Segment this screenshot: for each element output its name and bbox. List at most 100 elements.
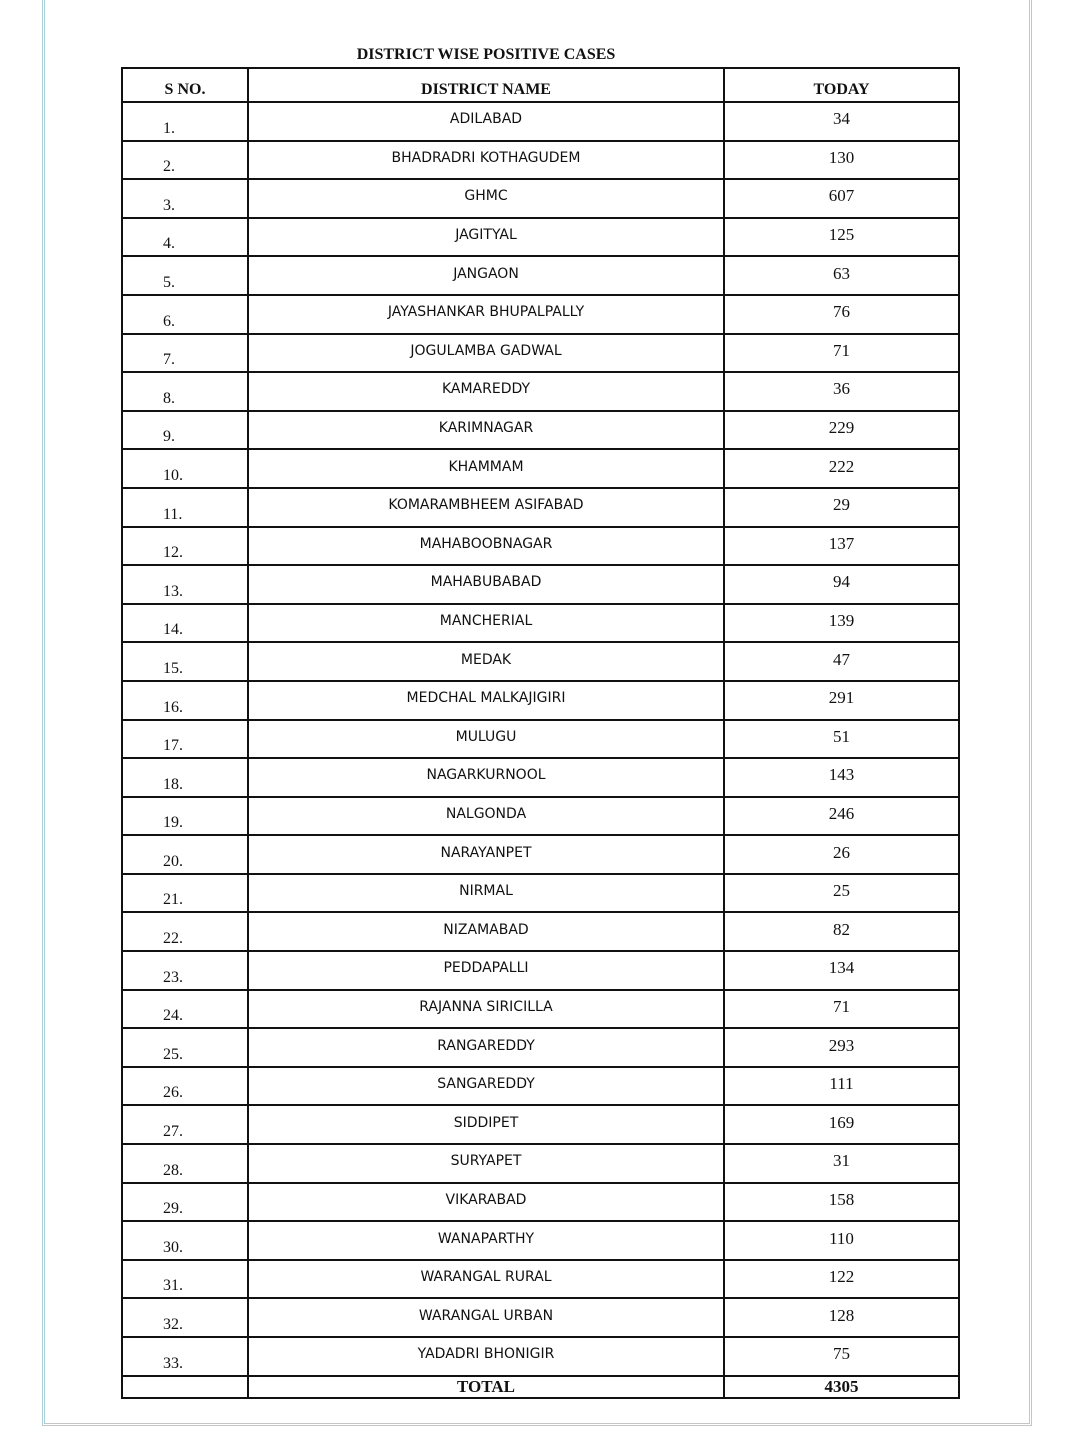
table-row: 29. VIKARABAD 158 (121, 1181, 960, 1223)
row-today: 246 (723, 795, 960, 837)
row-today: 222 (723, 448, 960, 489)
row-sno: 1. (121, 101, 249, 142)
row-today: 71 (723, 332, 960, 374)
row-district: MANCHERIAL (247, 602, 725, 644)
row-district: JANGAON (247, 255, 725, 296)
table-row: 10. KHAMMAM 222 (121, 448, 960, 489)
row-sno: 33. (121, 1336, 249, 1377)
row-sno: 15. (121, 641, 249, 682)
row-district: SIDDIPET (247, 1104, 725, 1146)
row-today: 128 (723, 1297, 960, 1338)
row-sno: 29. (121, 1181, 249, 1223)
row-today: 137 (723, 525, 960, 567)
table-row: 23. PEDDAPALLI 134 (121, 950, 960, 991)
row-sno: 25. (121, 1027, 249, 1068)
total-sno (121, 1374, 249, 1399)
row-sno: 16. (121, 679, 249, 721)
row-sno: 28. (121, 1143, 249, 1184)
row-today: 291 (723, 679, 960, 721)
row-district: KARIMNAGAR (247, 409, 725, 451)
row-today: 169 (723, 1104, 960, 1146)
table-row: 31. WARANGAL RURAL 122 (121, 1258, 960, 1300)
row-district: SANGAREDDY (247, 1065, 725, 1107)
table-row: 33. YADADRI BHONIGIR 75 (121, 1336, 960, 1377)
row-district: NIRMAL (247, 872, 725, 914)
total-label: TOTAL (247, 1374, 725, 1399)
row-today: 47 (723, 641, 960, 682)
row-sno: 4. (121, 216, 249, 258)
table-row: 22. NIZAMABAD 82 (121, 911, 960, 953)
row-district: BHADRADRI KOTHAGUDEM (247, 139, 725, 181)
table-row: 26. SANGAREDDY 111 (121, 1065, 960, 1107)
row-today: 34 (723, 101, 960, 142)
row-district: KHAMMAM (247, 448, 725, 489)
row-district: WARANGAL URBAN (247, 1297, 725, 1338)
row-sno: 14. (121, 602, 249, 644)
header-row: S NO. DISTRICT NAME TODAY (121, 67, 960, 103)
table-row: 20. NARAYANPET 26 (121, 834, 960, 875)
page-border (42, 0, 1032, 1426)
row-sno: 26. (121, 1065, 249, 1107)
row-district: RAJANNA SIRICILLA (247, 988, 725, 1030)
table-row: 27. SIDDIPET 169 (121, 1104, 960, 1146)
table-row: 4. JAGITYAL 125 (121, 216, 960, 258)
header-today: TODAY (723, 67, 960, 103)
row-sno: 27. (121, 1104, 249, 1146)
row-district: WARANGAL RURAL (247, 1258, 725, 1300)
table-row: 5. JANGAON 63 (121, 255, 960, 296)
table-row: 3. GHMC 607 (121, 178, 960, 219)
row-today: 82 (723, 911, 960, 953)
row-sno: 13. (121, 564, 249, 605)
row-sno: 21. (121, 872, 249, 914)
table-row: 28. SURYAPET 31 (121, 1143, 960, 1184)
row-district: YADADRI BHONIGIR (247, 1336, 725, 1377)
row-today: 158 (723, 1181, 960, 1223)
row-sno: 23. (121, 950, 249, 991)
row-district: KAMAREDDY (247, 371, 725, 412)
row-today: 36 (723, 371, 960, 412)
row-district: NALGONDA (247, 795, 725, 837)
table-row: 19. NALGONDA 246 (121, 795, 960, 837)
row-district: JAYASHANKAR BHUPALPALLY (247, 293, 725, 335)
row-today: 143 (723, 757, 960, 798)
row-district: MEDCHAL MALKAJIGIRI (247, 679, 725, 721)
row-today: 139 (723, 602, 960, 644)
row-district: ADILABAD (247, 101, 725, 142)
row-sno: 10. (121, 448, 249, 489)
row-sno: 12. (121, 525, 249, 567)
row-sno: 32. (121, 1297, 249, 1338)
row-today: 76 (723, 293, 960, 335)
table-row: 9. KARIMNAGAR 229 (121, 409, 960, 451)
row-today: 111 (723, 1065, 960, 1107)
table-row: 11. KOMARAMBHEEM ASIFABAD 29 (121, 486, 960, 528)
total-row: TOTAL 4305 (121, 1374, 960, 1399)
row-today: 229 (723, 409, 960, 451)
row-today: 29 (723, 486, 960, 528)
table-row: 18. NAGARKURNOOL 143 (121, 757, 960, 798)
row-today: 122 (723, 1258, 960, 1300)
row-sno: 31. (121, 1258, 249, 1300)
row-sno: 8. (121, 371, 249, 412)
row-today: 75 (723, 1336, 960, 1377)
row-sno: 19. (121, 795, 249, 837)
header-district: DISTRICT NAME (247, 67, 725, 103)
row-today: 134 (723, 950, 960, 991)
table-row: 25. RANGAREDDY 293 (121, 1027, 960, 1068)
row-today: 51 (723, 718, 960, 760)
row-sno: 17. (121, 718, 249, 760)
row-today: 71 (723, 988, 960, 1030)
row-sno: 7. (121, 332, 249, 374)
row-sno: 6. (121, 293, 249, 335)
row-district: NIZAMABAD (247, 911, 725, 953)
table-row: 2. BHADRADRI KOTHAGUDEM 130 (121, 139, 960, 181)
table-row: 30. WANAPARTHY 110 (121, 1220, 960, 1261)
row-today: 130 (723, 139, 960, 181)
header-sno: S NO. (121, 67, 249, 103)
row-today: 25 (723, 872, 960, 914)
row-district: WANAPARTHY (247, 1220, 725, 1261)
row-today: 31 (723, 1143, 960, 1184)
table-row: 12. MAHABOOBNAGAR 137 (121, 525, 960, 567)
row-sno: 5. (121, 255, 249, 296)
row-district: MEDAK (247, 641, 725, 682)
row-district: NAGARKURNOOL (247, 757, 725, 798)
